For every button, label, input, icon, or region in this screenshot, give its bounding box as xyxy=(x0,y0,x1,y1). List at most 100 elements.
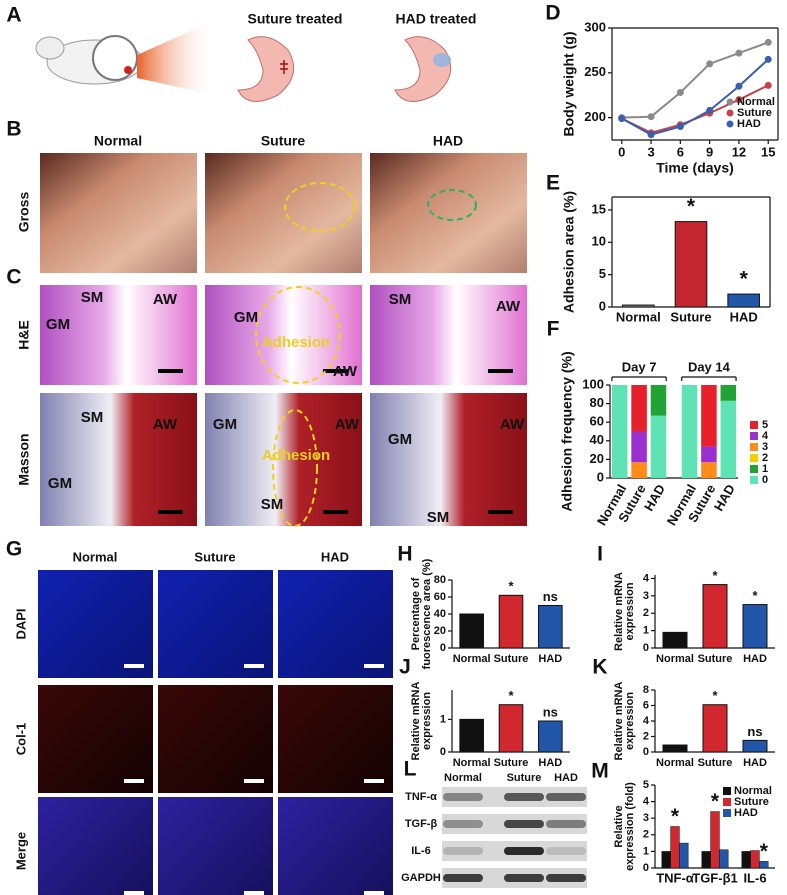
panel-label: F xyxy=(547,318,560,341)
row-label: Gross xyxy=(16,192,32,233)
x-tick-label: TNF-α xyxy=(656,870,694,885)
annotation: ns xyxy=(747,724,762,739)
column-header: Suture xyxy=(507,772,542,784)
panel-label: A xyxy=(6,4,21,27)
x-tick-label: HAD xyxy=(743,653,767,665)
y-tick-label: 5 xyxy=(599,266,606,281)
bar-segment xyxy=(650,415,667,478)
annotation: * xyxy=(687,195,696,218)
column-header: Normal xyxy=(94,133,142,149)
point xyxy=(706,106,714,114)
blot-band xyxy=(443,874,483,882)
bar-segment xyxy=(631,462,647,478)
legend-label: 5 xyxy=(762,419,768,431)
legend-marker xyxy=(750,432,758,440)
x-tick-label: Normal xyxy=(656,757,694,769)
x-tick-label: 9 xyxy=(706,144,713,159)
annotation: * xyxy=(508,688,514,703)
scale-bar xyxy=(124,891,144,895)
panel-label: B xyxy=(6,118,21,141)
row-label: Masson xyxy=(16,433,32,485)
legend-marker xyxy=(726,120,734,128)
blot-band xyxy=(443,820,483,828)
blot-band xyxy=(504,793,544,801)
row-label: IL-6 xyxy=(411,845,431,857)
x-tick-label: HAD xyxy=(730,309,758,324)
y-axis-label: fuorescence area (%) xyxy=(421,558,433,669)
annotation: * xyxy=(760,840,769,863)
annotation: * xyxy=(752,588,758,603)
image-label: GM xyxy=(234,309,258,326)
y-tick-label: 3 xyxy=(643,590,649,602)
point xyxy=(764,55,772,63)
legend-marker xyxy=(750,465,758,473)
legend-marker xyxy=(726,98,734,106)
y-tick-label: 60 xyxy=(590,414,604,429)
y-tick-label: 0 xyxy=(643,746,649,758)
bar-segment xyxy=(720,385,737,401)
legend-label: Suture xyxy=(734,796,769,808)
x-tick-label: 12 xyxy=(732,144,746,159)
y-axis-label: Relative mRNA xyxy=(410,682,422,761)
y-tick-label: 1 xyxy=(440,713,446,725)
point xyxy=(676,123,684,131)
blot-band xyxy=(443,793,483,801)
y-tick-label: 4 xyxy=(643,572,650,584)
y-tick-label: 200 xyxy=(584,109,606,124)
image-label: AW xyxy=(333,363,358,380)
line xyxy=(621,41,769,119)
panel-label: K xyxy=(592,656,607,679)
y-tick-label: 80 xyxy=(434,574,446,586)
point xyxy=(735,82,743,90)
bar xyxy=(662,631,688,649)
bar-segment xyxy=(631,431,647,463)
y-axis-label: Body weight (g) xyxy=(561,32,577,137)
bar xyxy=(538,605,563,649)
annotation: ns xyxy=(543,704,558,719)
bar-segment xyxy=(631,385,647,432)
column-header: Normal xyxy=(444,772,482,784)
bar xyxy=(702,584,728,649)
image-label: AW xyxy=(335,416,360,433)
x-tick-label: IL-6 xyxy=(743,870,766,885)
y-tick-label: 80 xyxy=(590,395,604,410)
image-label: SM xyxy=(389,291,412,308)
legend-marker xyxy=(723,787,731,795)
legend-marker xyxy=(750,454,758,462)
x-tick-label: TGF-β1 xyxy=(692,870,738,885)
panel-label: E xyxy=(546,172,560,195)
y-axis-label: expression xyxy=(624,582,636,640)
point xyxy=(647,113,655,121)
x-tick-label: Normal xyxy=(616,309,661,324)
bar xyxy=(679,842,689,869)
histology xyxy=(40,285,197,385)
panel-label: L xyxy=(404,758,417,781)
blot-band xyxy=(443,847,483,855)
point xyxy=(618,114,626,122)
x-tick-label: HAD xyxy=(538,653,562,665)
y-tick-label: 1 xyxy=(643,625,649,637)
bar xyxy=(719,849,729,869)
column-header: Suture xyxy=(194,549,235,564)
photo xyxy=(40,153,197,273)
x-tick-label: Suture xyxy=(670,309,711,324)
y-axis-label: Relative mRNA xyxy=(613,682,625,761)
bar xyxy=(662,744,688,753)
bar xyxy=(741,851,751,869)
bar xyxy=(701,851,711,869)
scale-bar xyxy=(323,510,348,514)
blot-band xyxy=(546,793,586,801)
annotation: * xyxy=(711,790,720,813)
scale-bar xyxy=(158,510,183,514)
x-tick-label: HAD xyxy=(641,482,668,514)
photo xyxy=(370,153,527,273)
panel-label: H xyxy=(397,543,412,566)
y-tick-label: 20 xyxy=(434,625,446,637)
x-tick-label: 6 xyxy=(677,144,684,159)
y-tick-label: 3 xyxy=(643,812,649,824)
image-label: GM xyxy=(48,475,72,492)
micrograph xyxy=(38,685,153,793)
y-axis-label: Adhesion frequency (%) xyxy=(559,351,575,511)
legend-marker xyxy=(750,421,758,429)
